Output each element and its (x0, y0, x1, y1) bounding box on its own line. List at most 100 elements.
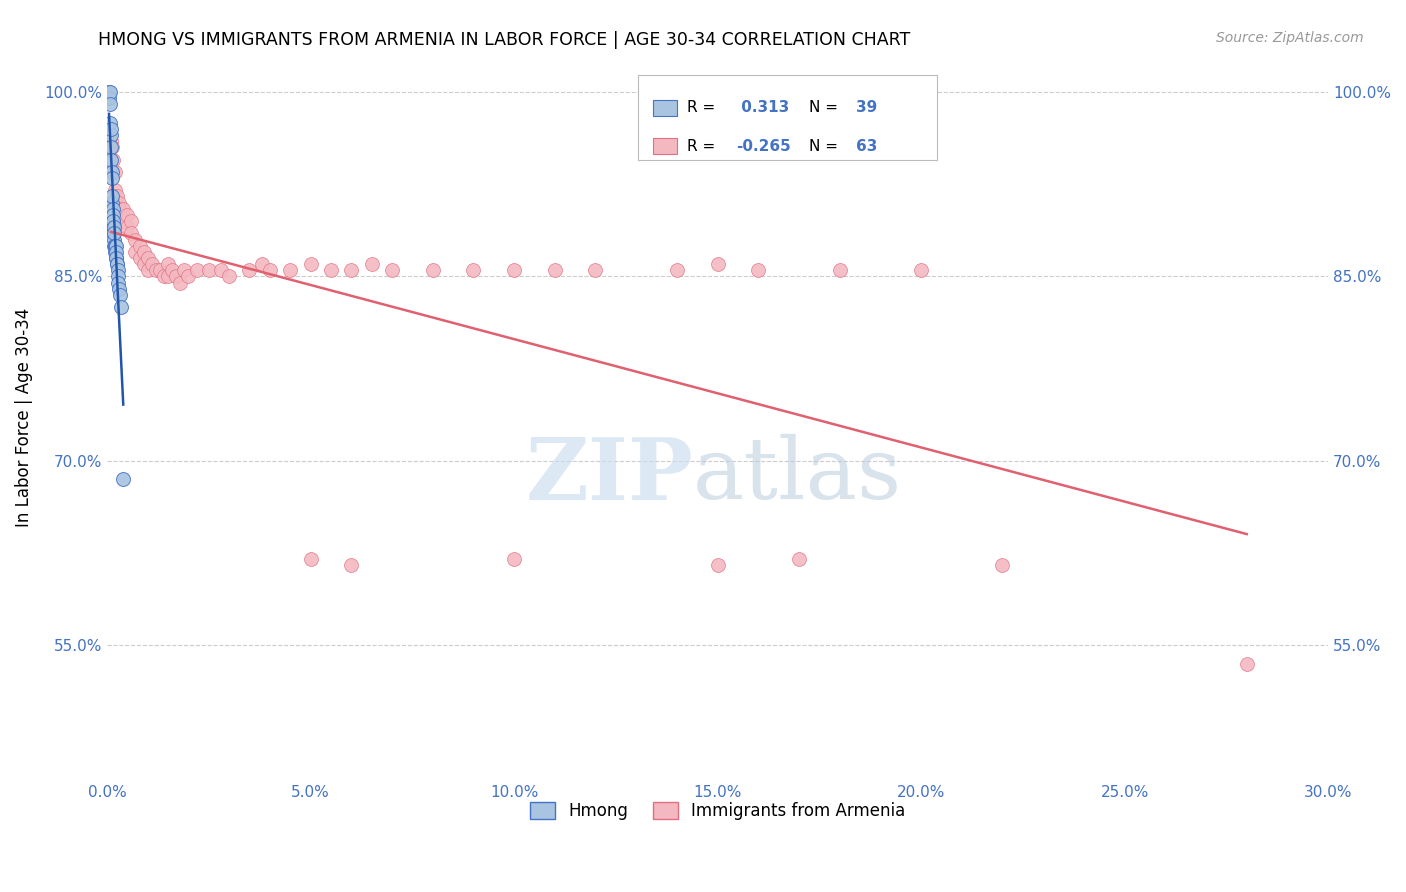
Text: N =: N = (808, 101, 844, 115)
Point (319, 263, 342, 277)
Point (124, 233, 146, 247)
Bar (638, 75, 938, 161)
Point (104, 238, 127, 252)
Point (128, 238, 150, 252)
Point (422, 263, 444, 277)
Point (101, 208, 124, 222)
Point (112, 202, 135, 216)
Point (100, 128, 122, 142)
Point (104, 238, 127, 252)
Point (340, 263, 363, 277)
Text: atlas: atlas (693, 434, 903, 517)
Text: R =: R = (688, 101, 720, 115)
Point (103, 214, 125, 228)
Point (103, 233, 125, 247)
Text: N =: N = (808, 139, 844, 154)
Bar (652, 100, 678, 116)
Point (98, 116, 121, 130)
Point (100, 134, 122, 148)
Point (136, 263, 159, 277)
Point (165, 269, 187, 284)
Point (250, 257, 273, 271)
Point (101, 171, 124, 186)
Point (98, 85, 121, 99)
Legend: Hmong, Immigrants from Armenia: Hmong, Immigrants from Armenia (523, 795, 912, 826)
Point (101, 140, 124, 154)
Point (381, 263, 404, 277)
Point (105, 257, 128, 271)
Point (238, 263, 260, 277)
Point (197, 263, 219, 277)
Point (101, 202, 124, 216)
Point (177, 269, 200, 284)
Point (132, 257, 155, 271)
Point (103, 227, 125, 241)
Point (160, 263, 183, 277)
Point (105, 251, 128, 265)
Point (107, 276, 129, 290)
Point (706, 558, 728, 573)
Point (107, 269, 129, 284)
Point (145, 263, 167, 277)
Point (124, 244, 146, 259)
Text: Source: ZipAtlas.com: Source: ZipAtlas.com (1216, 31, 1364, 45)
Text: ZIP: ZIP (526, 434, 693, 517)
Point (112, 214, 135, 228)
Point (153, 269, 176, 284)
Point (787, 552, 810, 566)
Point (108, 282, 131, 296)
Point (103, 227, 125, 241)
Point (101, 195, 124, 210)
Point (104, 251, 127, 265)
Point (101, 153, 124, 167)
Point (186, 263, 208, 277)
Point (103, 238, 125, 252)
Point (218, 269, 240, 284)
Point (120, 214, 142, 228)
Point (157, 269, 180, 284)
Point (105, 257, 128, 271)
Point (98, 97, 121, 112)
Point (98, 85, 121, 99)
Point (107, 263, 129, 277)
Text: 0.313: 0.313 (735, 101, 789, 115)
Point (828, 263, 851, 277)
Text: HMONG VS IMMIGRANTS FROM ARMENIA IN LABOR FORCE | AGE 30-34 CORRELATION CHART: HMONG VS IMMIGRANTS FROM ARMENIA IN LABO… (98, 31, 911, 49)
Point (503, 552, 526, 566)
Point (583, 263, 606, 277)
Point (169, 276, 191, 290)
Point (108, 288, 131, 302)
Point (991, 558, 1014, 573)
Point (100, 153, 122, 167)
Point (101, 165, 124, 179)
Point (117, 208, 139, 222)
Point (108, 195, 131, 210)
Point (259, 263, 281, 277)
Point (103, 220, 125, 235)
Point (100, 121, 122, 136)
Point (209, 263, 232, 277)
Point (101, 214, 124, 228)
Point (665, 263, 688, 277)
Point (299, 257, 322, 271)
Point (100, 140, 122, 154)
Point (104, 165, 127, 179)
Y-axis label: In Labor Force | Age 30-34: In Labor Force | Age 30-34 (15, 308, 32, 527)
Point (104, 238, 127, 252)
Text: 63: 63 (855, 139, 877, 154)
Point (278, 263, 301, 277)
Point (104, 244, 127, 259)
Text: R =: R = (688, 139, 720, 154)
Point (105, 189, 128, 203)
Point (706, 257, 728, 271)
Point (299, 552, 322, 566)
Point (747, 263, 769, 277)
Point (340, 558, 363, 573)
Point (132, 244, 155, 259)
Point (108, 202, 131, 216)
Point (117, 220, 139, 235)
Point (157, 257, 180, 271)
Point (1236, 657, 1258, 671)
Point (104, 244, 127, 259)
Point (910, 263, 932, 277)
